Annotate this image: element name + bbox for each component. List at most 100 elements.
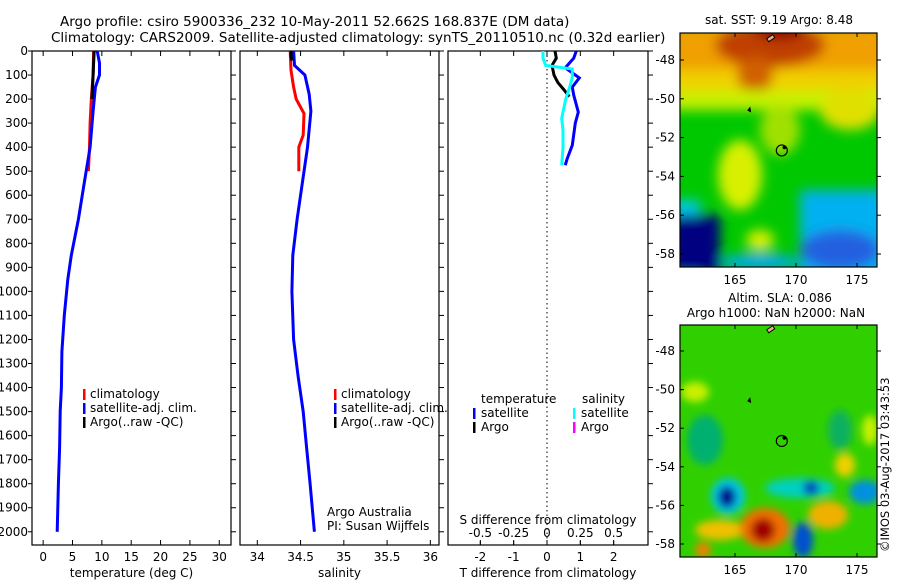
x-tick-label: 34.5 [287,550,314,564]
x-tick-label: 15 [124,550,139,564]
legend-swatch [334,403,337,414]
sst-blob [760,105,800,155]
sla-blob [695,542,711,557]
y-tick-label: 800 [5,236,28,250]
argo-australia-label: Argo Australia [327,505,412,519]
legend-label: climatology [341,387,411,401]
map-frame-sst-map [679,32,878,268]
lon-tick-label: 165 [724,563,747,577]
y-tick-label: 1700 [0,453,28,467]
series-line-t-satellite [563,50,582,166]
legend-swatch [83,389,86,400]
sst-map-title: sat. SST: 9.19 Argo: 8.48 [705,13,853,27]
x-tick-label: 25 [182,550,197,564]
x-tick-label: 2 [610,550,618,564]
sla-heatmap [680,325,877,557]
y-tick-label: 300 [5,116,28,130]
legend-swatch [83,403,86,414]
figure-title-line2: Climatology: CARS2009. Satellite-adjuste… [51,30,666,46]
legend-label: Argo(..raw -QC) [341,415,434,429]
y-tick-label: 2000 [0,525,28,539]
series-line-s-satellite [541,51,574,166]
sla-blob [751,518,775,542]
y-tick-label: 1300 [0,357,28,371]
sst-heatmap [680,33,877,267]
legend-label: Argo(..raw -QC) [90,415,183,429]
y-tick-label: 1600 [0,429,28,443]
sla-blob [849,480,877,504]
legend-label: satellite [481,406,529,420]
s-tick-label: 0.5 [604,526,623,540]
y-tick-label: 1100 [0,308,28,322]
sla-blob [765,478,835,498]
lat-tick-label: -54 [655,460,675,474]
sst-blob [715,33,825,67]
lat-tick-label: -50 [655,92,675,106]
legend-swatch [334,417,337,428]
s-tick-label: 0.25 [567,526,594,540]
y-tick-label: 1800 [0,477,28,491]
y-tick-label: 600 [5,188,28,202]
sst-blob [720,254,800,267]
lat-tick-label: -48 [655,344,675,358]
map-frame-sla-map [679,324,878,558]
series-line-satellite-adj-clim- [55,50,101,532]
sst-blob [800,230,877,267]
argo-position-marker [775,144,788,157]
plot-frame-difference-profile [447,50,649,546]
track-marker [766,33,776,43]
x-tick-label: 30 [212,550,227,564]
x-tick-label: 0 [39,550,47,564]
y-tick-label: 200 [5,92,28,106]
lat-tick-label: -54 [655,169,675,183]
lat-tick-label: -56 [655,208,675,222]
legend-swatch [473,408,476,419]
sst-blob [737,57,773,93]
y-tick-label: 1900 [0,501,28,515]
legend-label: satellite-adj. clim. [90,401,197,415]
x-tick-label: 20 [153,550,168,564]
x-axis-label: temperature (deg C) [70,566,193,580]
sla-blob [808,501,848,529]
legend-label: satellite-adj. clim. [341,401,448,415]
legend-label: climatology [90,387,160,401]
x-tick-label: 35.5 [374,550,401,564]
lat-tick-label: -50 [655,383,675,397]
sla-blob [803,481,819,495]
figure-title-line1: Argo profile: csiro 5900336_232 10-May-2… [60,14,570,30]
sla-map-subtitle: Argo h1000: NaN h2000: NaN [687,306,865,320]
s-tick-label: -0.5 [469,526,492,540]
x-axis-label: T difference from climatology [459,566,637,580]
x-tick-label: -2 [474,550,486,564]
legend-swatch [334,389,337,400]
x-tick-label: 36 [423,550,438,564]
sst-blob [746,230,774,250]
lat-tick-label: -58 [655,537,675,551]
legend-swatch [573,408,576,419]
sla-blob [835,453,855,477]
legend-swatch [473,422,476,433]
sla-blob [695,520,745,540]
y-tick-label: 1400 [0,381,28,395]
sst-blob [680,215,720,267]
x-axis-label: salinity [318,566,361,580]
lat-tick-label: -48 [655,53,675,67]
lon-tick-label: 170 [785,273,808,287]
credit-text: ©IMOS 03-Aug-2017 03:43:53 [878,377,892,552]
series-line-argo-raw-qc- [90,50,96,100]
sla-blob [862,415,877,445]
legend-label: Argo [481,420,509,434]
legend-title-temperature: temperature [481,392,556,406]
track-marker [766,325,776,334]
lon-tick-label: 175 [846,563,869,577]
x-tick-label: -1 [508,550,520,564]
series-line-t-argo [550,50,571,98]
argo-position-dot [782,145,787,150]
x-tick-label: 34 [250,550,265,564]
lon-tick-label: 175 [846,273,869,287]
sla-map-title: Altim. SLA: 0.086 [728,291,832,305]
plot-frame-salinity-profile [239,50,440,546]
sla-blob [681,382,709,402]
x-tick-label: 10 [94,550,109,564]
